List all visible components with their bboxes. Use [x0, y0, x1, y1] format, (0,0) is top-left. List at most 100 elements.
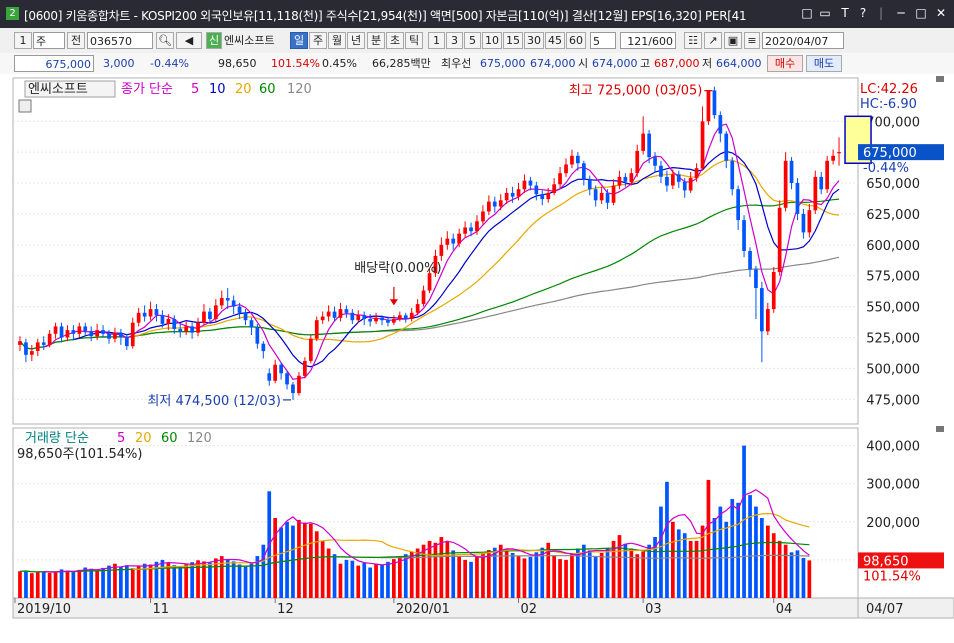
table-icon[interactable]	[18, 99, 32, 113]
speaker-icon[interactable]: ◀	[176, 32, 202, 49]
volume-bar	[665, 481, 669, 598]
maximize-icon[interactable]: □	[915, 6, 927, 20]
candle-body	[665, 176, 669, 186]
help-icon[interactable]: ?	[859, 6, 867, 20]
volume-bar	[71, 572, 76, 598]
interval-select[interactable]: 5	[590, 32, 616, 49]
sell-button[interactable]: 매도	[806, 55, 842, 72]
volume-bar	[273, 518, 277, 598]
candle-body	[522, 180, 527, 190]
stock-name: 엔씨소프트	[224, 34, 275, 47]
volume-bar	[184, 564, 188, 598]
price-tick-label: 700,000	[866, 115, 920, 130]
volume-bar	[766, 525, 770, 598]
volume-bar	[498, 544, 503, 598]
chart-tool-icon[interactable]: ↗	[704, 32, 722, 49]
candle-body	[374, 317, 378, 322]
candle-body	[706, 90, 711, 122]
interval-5[interactable]: 5	[464, 32, 481, 49]
candle-body	[736, 189, 740, 221]
volume-bar	[789, 552, 794, 598]
interval-45[interactable]: 45	[545, 32, 565, 49]
volume-bar	[172, 565, 177, 598]
volume-bar	[694, 540, 699, 598]
volume-bar	[421, 544, 426, 598]
period-month[interactable]: 월	[328, 32, 346, 49]
interval-60[interactable]: 60	[566, 32, 586, 49]
type-select[interactable]: 주	[33, 32, 65, 49]
interval-1[interactable]: 1	[428, 32, 445, 49]
interval-30[interactable]: 30	[524, 32, 544, 49]
candle-body	[398, 315, 402, 319]
volume-bar	[113, 563, 117, 598]
candle-body	[219, 298, 224, 306]
ma5-line	[43, 123, 840, 380]
highlight-box[interactable]	[844, 115, 872, 165]
volume-tick-label: 200,000	[866, 516, 920, 531]
candle-body	[831, 155, 835, 161]
candle-body	[599, 192, 604, 201]
candle-body	[682, 181, 687, 191]
candle-body	[225, 298, 230, 301]
volume-bar	[783, 544, 788, 598]
open-price: 674,000	[592, 57, 638, 70]
candle-body	[320, 316, 325, 321]
date-field[interactable]: 2020/04/07	[762, 32, 844, 49]
settings-icon[interactable]: ≡	[744, 32, 760, 49]
volume-bar	[629, 548, 634, 598]
period-day[interactable]: 일	[290, 32, 308, 49]
period-minute[interactable]: 분	[367, 32, 385, 49]
volume-bar	[463, 559, 467, 598]
volume-bar	[427, 540, 432, 598]
interval-10[interactable]: 10	[482, 32, 502, 49]
minimize-icon[interactable]: ─	[897, 6, 905, 20]
save-icon[interactable]: ▣	[724, 32, 742, 49]
volume-bar	[243, 566, 248, 598]
x-axis-label: 04	[776, 602, 793, 617]
price-panel-toggle-icon[interactable]	[936, 76, 944, 82]
current-volume-tag-text: 98,650	[863, 554, 909, 569]
font-icon[interactable]: T	[841, 6, 849, 20]
price-change: 3,000	[103, 57, 135, 70]
candle-body	[647, 133, 651, 158]
number-select[interactable]: 1	[14, 32, 32, 49]
candle-body	[718, 115, 723, 134]
buy-button[interactable]: 매수	[767, 55, 803, 72]
restore-icon[interactable]: ▭	[819, 6, 831, 20]
volume-bar	[510, 553, 515, 598]
volume-bar	[516, 556, 521, 598]
candle-body	[166, 319, 171, 324]
volume-bar	[688, 540, 693, 598]
volume-bar	[760, 518, 764, 598]
grid-icon[interactable]: ☷	[684, 32, 702, 49]
interval-15[interactable]: 15	[503, 32, 523, 49]
volume-panel-toggle-icon[interactable]	[936, 426, 944, 432]
screen-icon[interactable]: □	[801, 6, 813, 20]
count-field[interactable]: 121/600	[620, 32, 676, 49]
volume-bar	[314, 531, 319, 598]
volume-ratio: 101.54%	[271, 57, 320, 70]
period-tick[interactable]: 틱	[405, 32, 423, 49]
search-icon[interactable]: 🔍︎	[156, 32, 174, 49]
volume-bar	[380, 564, 384, 598]
volume-bar	[41, 571, 46, 598]
candle-body	[801, 213, 806, 233]
candle-body	[516, 189, 521, 197]
candle-body	[558, 173, 562, 185]
candle-body	[142, 312, 147, 317]
all-button[interactable]: 전	[67, 32, 85, 49]
volume-bar	[249, 563, 254, 598]
interval-3[interactable]: 3	[446, 32, 463, 49]
period-year[interactable]: 년	[347, 32, 365, 49]
close-icon[interactable]: ✕	[935, 6, 947, 20]
candle-body	[285, 373, 289, 385]
volume-bar	[47, 572, 52, 598]
candle-body	[510, 192, 515, 197]
period-second[interactable]: 초	[386, 32, 404, 49]
chart-area[interactable]: 475,000 500,000 525,000 550,000 575,000 600,0…	[0, 74, 954, 643]
volume-bar	[807, 560, 812, 598]
volume-bar	[53, 571, 58, 598]
volume-bar	[309, 523, 313, 598]
code-input[interactable]: 036570	[87, 32, 153, 49]
period-week[interactable]: 주	[309, 32, 327, 49]
